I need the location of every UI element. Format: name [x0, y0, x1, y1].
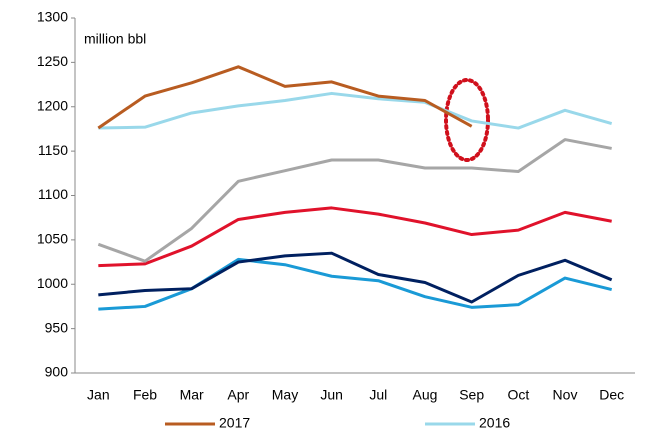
y-tick-label: 1000 — [37, 275, 68, 291]
x-tick-label: Oct — [507, 387, 529, 403]
y-tick-label: 950 — [45, 319, 69, 335]
x-tick-label: Jun — [320, 387, 343, 403]
x-tick-label: Mar — [180, 387, 204, 403]
x-tick-label: Dec — [599, 387, 624, 403]
series-line — [98, 91, 613, 130]
x-tick-label: Nov — [553, 387, 578, 403]
axis-label: million bbl — [84, 31, 146, 47]
highlight-ellipse — [444, 78, 490, 162]
series-line — [98, 257, 613, 311]
series-line — [98, 251, 613, 304]
x-tick-label: Jan — [87, 387, 110, 403]
x-tick-label: May — [272, 387, 298, 403]
y-tick-label: 900 — [45, 364, 69, 380]
y-tick-label: 1300 — [37, 9, 68, 25]
x-tick-label: Apr — [227, 387, 249, 403]
x-tick-label: Feb — [133, 387, 157, 403]
x-tick-label: Jul — [369, 387, 387, 403]
series-line — [97, 65, 473, 130]
y-tick-label: 1100 — [38, 186, 68, 202]
x-tick-label: Aug — [413, 387, 438, 403]
x-tick-label: Sep — [459, 387, 484, 403]
legend-label: 2017 — [219, 415, 250, 431]
y-tick-label: 1150 — [38, 142, 68, 158]
y-tick-label: 1200 — [37, 97, 68, 113]
y-tick-label: 1050 — [37, 231, 68, 247]
series-line — [97, 138, 612, 263]
series-line — [98, 206, 612, 268]
legend-label: 2016 — [479, 415, 510, 431]
y-tick-label: 1250 — [37, 53, 68, 69]
